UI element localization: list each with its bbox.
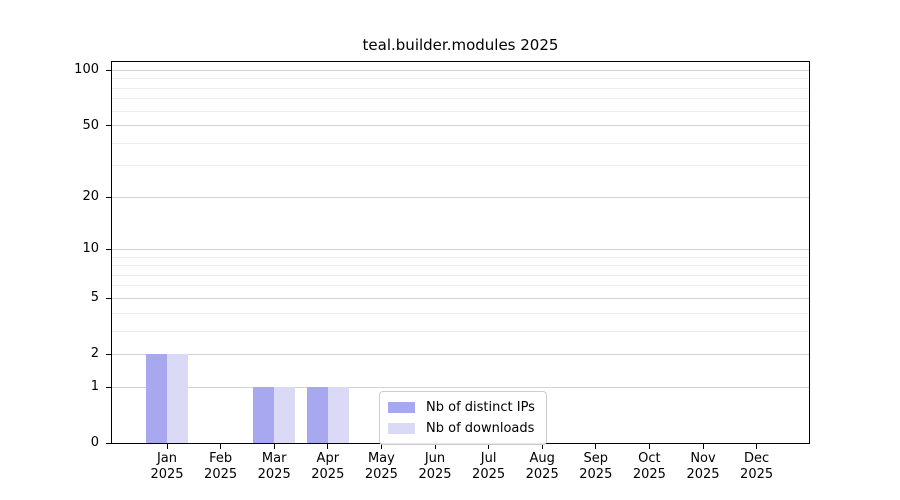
chart-title: teal.builder.modules 2025: [362, 36, 559, 54]
x-tick-mark: [380, 444, 382, 449]
y-tick-label: 100: [74, 62, 99, 78]
y-tick-mark: [106, 297, 111, 299]
x-tick-mark: [702, 444, 704, 449]
x-tick-mark: [327, 444, 329, 449]
bar-downloads-apr: [327, 387, 349, 443]
bar-distinct-ips-jan: [146, 354, 167, 443]
gridline-minor: [112, 98, 809, 100]
x-tick-label: Dec 2025: [740, 451, 774, 482]
legend-swatch-distinct-ips: [388, 402, 415, 413]
y-tick-mark: [106, 353, 111, 355]
gridline-minor: [112, 312, 809, 314]
y-tick-label: 20: [82, 189, 99, 205]
y-tick-label: 1: [90, 379, 99, 395]
gridline-minor: [112, 274, 809, 276]
gridline-major: [112, 248, 809, 250]
x-tick-mark: [273, 444, 275, 449]
gridline-major: [112, 125, 809, 127]
y-tick-mark: [106, 125, 111, 127]
gridline-major: [112, 297, 809, 299]
legend-label-downloads: Nb of downloads: [426, 421, 535, 436]
gridline-major: [112, 69, 809, 71]
y-tick-mark: [106, 196, 111, 198]
x-tick-label: Feb 2025: [204, 451, 238, 482]
gridline-minor: [112, 110, 809, 112]
gridline-minor: [112, 165, 809, 167]
y-tick-label: 2: [90, 346, 99, 362]
legend-swatch-downloads: [388, 423, 415, 434]
bar-downloads-jan: [167, 354, 188, 443]
x-tick-label: May 2025: [364, 451, 398, 482]
gridline-major: [112, 386, 809, 388]
x-tick-label: Oct 2025: [632, 451, 666, 482]
x-tick-mark: [488, 444, 490, 449]
bar-downloads-mar: [274, 387, 296, 443]
x-tick-label: Apr 2025: [311, 451, 345, 482]
x-tick-label: Aug 2025: [525, 451, 559, 482]
y-tick-mark: [106, 386, 111, 388]
legend-item-downloads: Nb of downloads: [388, 418, 538, 439]
x-tick-mark: [166, 444, 168, 449]
x-tick-mark: [648, 444, 650, 449]
x-tick-label: Jan 2025: [150, 451, 184, 482]
bars-layer: [112, 62, 809, 443]
gridline-minor: [112, 256, 809, 258]
gridline-minor: [112, 285, 809, 287]
x-tick-mark: [541, 444, 543, 449]
x-tick-mark: [434, 444, 436, 449]
y-tick-label: 10: [82, 241, 99, 257]
bar-distinct-ips-apr: [306, 387, 328, 443]
y-tick-label: 50: [82, 117, 99, 133]
y-tick-mark: [106, 69, 111, 71]
legend-label-distinct-ips: Nb of distinct IPs: [426, 400, 535, 415]
x-tick-label: Nov 2025: [686, 451, 720, 482]
y-tick-label: 5: [90, 290, 99, 306]
x-tick-label: Sep 2025: [579, 451, 613, 482]
gridline-major: [112, 196, 809, 198]
gridline-minor: [112, 330, 809, 332]
gridline-minor: [112, 142, 809, 144]
x-tick-mark: [220, 444, 222, 449]
gridline-minor: [112, 78, 809, 80]
y-tick-mark: [106, 248, 111, 250]
x-tick-label: Jun 2025: [418, 451, 452, 482]
x-tick-label: Jul 2025: [472, 451, 506, 482]
plot-area: Nb of distinct IPs Nb of downloads: [111, 61, 810, 445]
gridlines-layer: [112, 62, 809, 443]
x-tick-mark: [756, 444, 758, 449]
gridline-minor: [112, 265, 809, 267]
gridline-minor: [112, 87, 809, 89]
y-tick-label: 0: [90, 435, 99, 450]
legend-item-distinct-ips: Nb of distinct IPs: [388, 397, 538, 418]
y-tick-mark: [106, 442, 111, 444]
x-tick-label: Mar 2025: [257, 451, 291, 482]
gridline-major: [112, 353, 809, 355]
bar-distinct-ips-mar: [253, 387, 275, 443]
x-tick-mark: [595, 444, 597, 449]
legend: Nb of distinct IPs Nb of downloads: [379, 391, 547, 445]
